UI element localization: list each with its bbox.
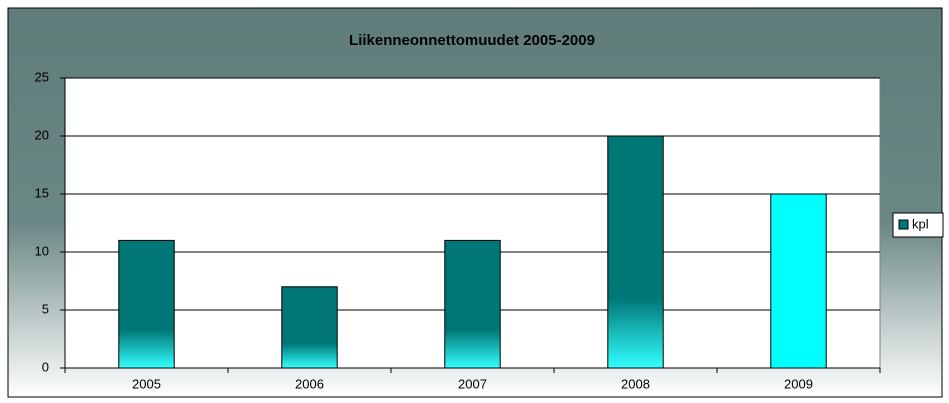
bar bbox=[770, 193, 827, 369]
x-tick-label: 2009 bbox=[784, 376, 813, 391]
bar bbox=[607, 135, 664, 369]
legend-swatch bbox=[898, 219, 909, 230]
y-tick-label: 15 bbox=[35, 185, 49, 200]
bar bbox=[118, 239, 175, 369]
bar bbox=[444, 239, 501, 369]
y-tick-label: 25 bbox=[35, 69, 49, 84]
legend-label: kpl bbox=[912, 216, 929, 231]
x-tick-label: 2005 bbox=[132, 376, 161, 391]
x-tick-label: 2008 bbox=[621, 376, 650, 391]
x-tick-label: 2006 bbox=[295, 376, 324, 391]
x-tick-label: 2007 bbox=[458, 376, 487, 391]
y-tick-label: 10 bbox=[35, 243, 49, 258]
y-tick-label: 5 bbox=[42, 301, 49, 316]
bar bbox=[281, 286, 338, 369]
chart-title: Liikenneonnettomuudet 2005-2009 bbox=[349, 32, 595, 49]
y-tick-label: 20 bbox=[35, 127, 49, 142]
y-tick-label: 0 bbox=[42, 359, 49, 374]
